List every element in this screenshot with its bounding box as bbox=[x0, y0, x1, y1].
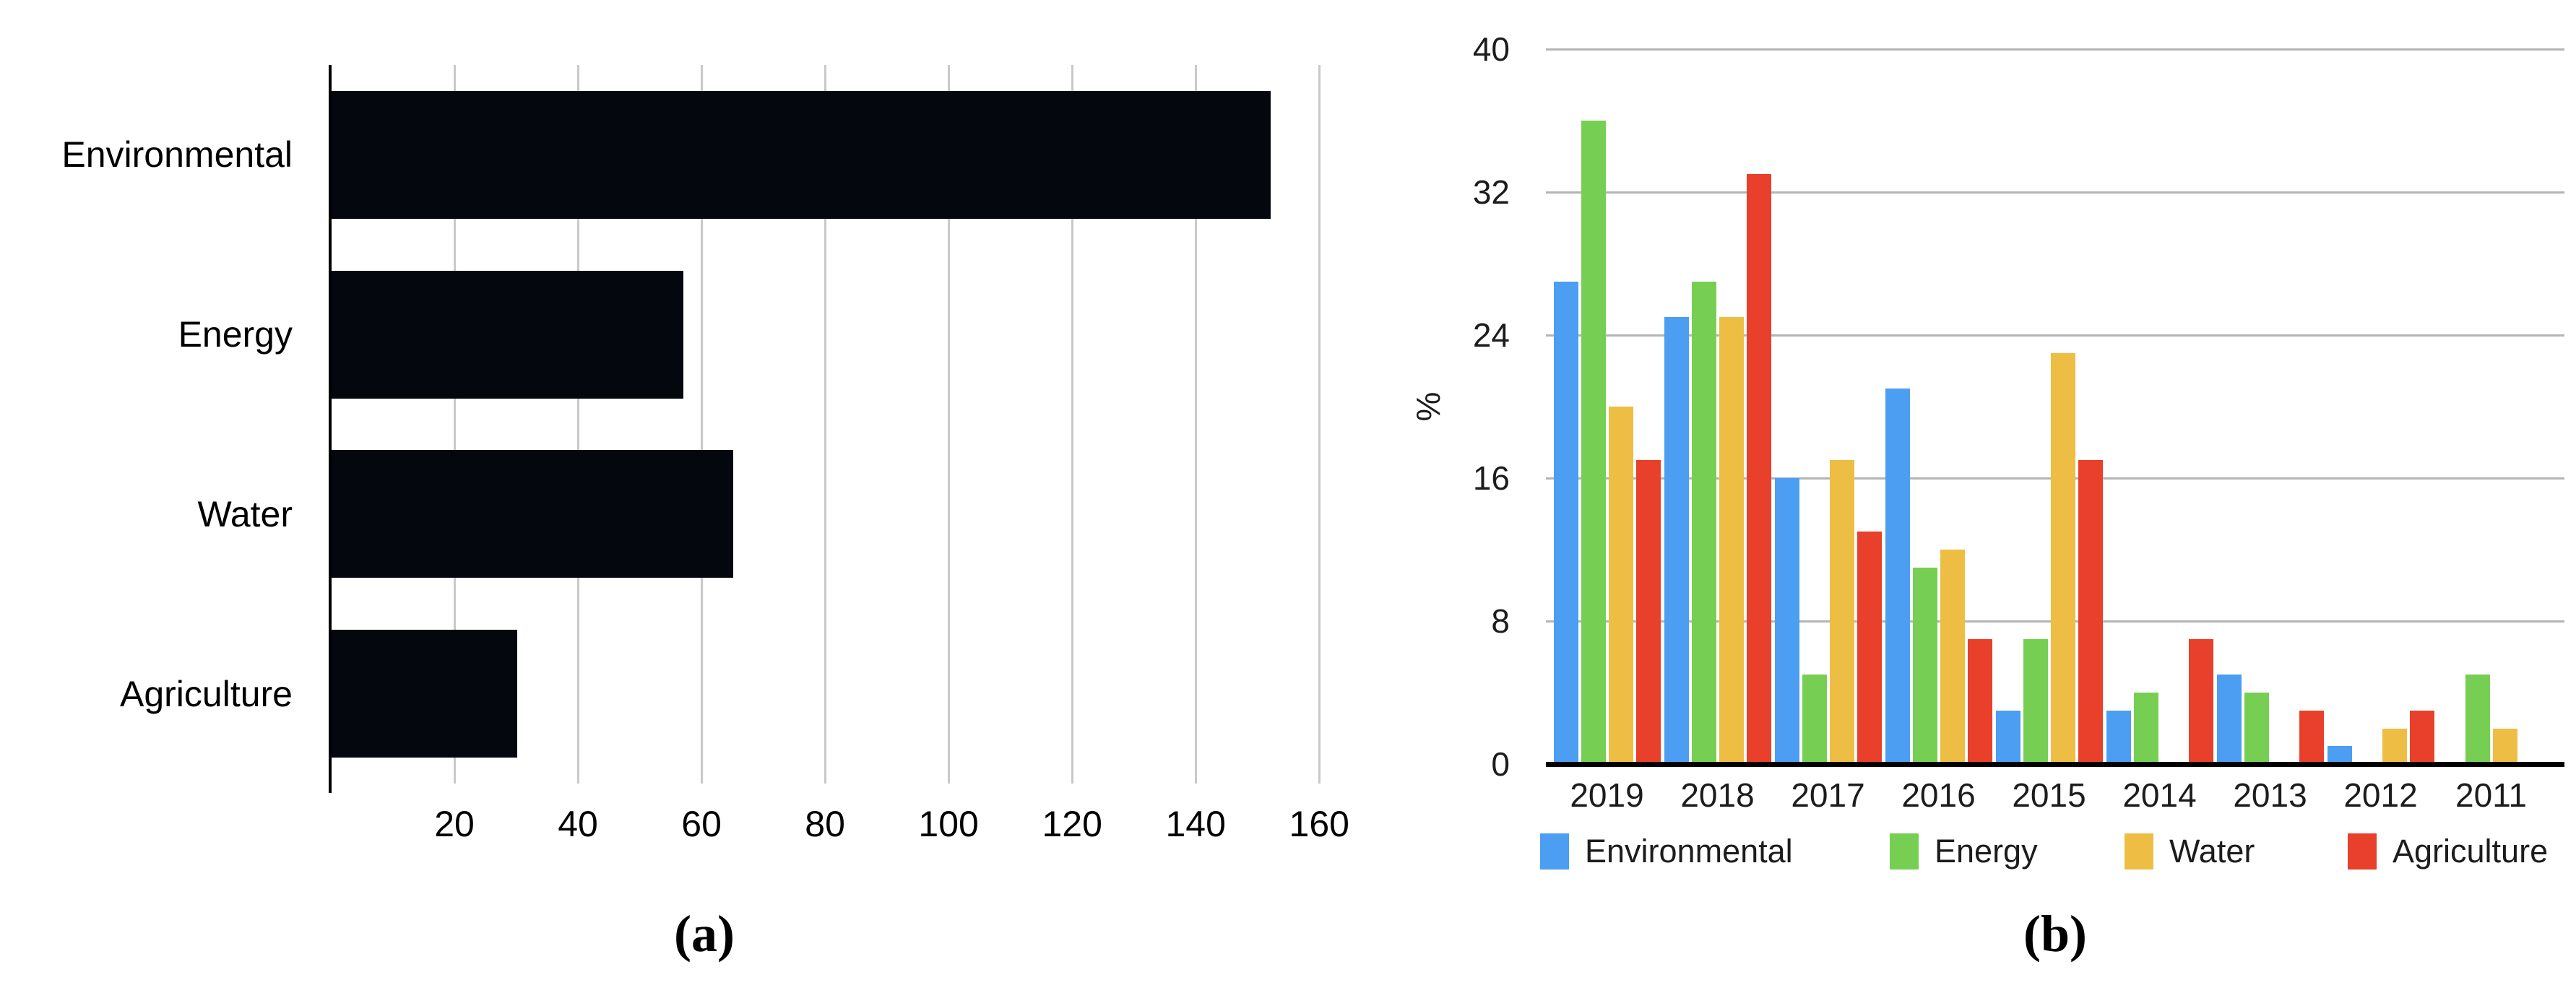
gridline-x-140 bbox=[1194, 65, 1197, 784]
caption-b: (b) bbox=[2023, 905, 2087, 963]
bar-agriculture bbox=[332, 630, 517, 758]
x-tick-label-2017: 2017 bbox=[1791, 776, 1865, 814]
x-axis-baseline bbox=[1546, 762, 2564, 767]
y-tick-label-24: 24 bbox=[1472, 316, 1510, 354]
category-label-water: Water bbox=[197, 493, 293, 534]
agriculture-legend-swatch bbox=[2348, 833, 2377, 870]
bar-2015-environmental bbox=[1995, 710, 2020, 764]
horizontal-bar-chart: 20 40 60 80 100 120 140 160 Environmental Energy W… bbox=[61, 65, 1349, 844]
gridline-x-100 bbox=[947, 65, 950, 784]
gridline-y-40 bbox=[1546, 48, 2564, 51]
bar-2017-agriculture bbox=[1857, 532, 1882, 764]
bar-2014-agriculture bbox=[2188, 638, 2213, 764]
caption-a: (a) bbox=[674, 905, 735, 963]
category-label-agriculture: Agriculture bbox=[120, 673, 293, 714]
bar-2019-environmental bbox=[1553, 281, 1578, 764]
bar-environmental bbox=[332, 90, 1271, 219]
x-tick-label-40: 40 bbox=[558, 804, 598, 844]
bar-2018-agriculture bbox=[1746, 174, 1771, 764]
bar-2018-environmental bbox=[1664, 317, 1689, 764]
bar-2013-energy bbox=[2244, 693, 2269, 764]
x-tick-label-2011: 2011 bbox=[2455, 776, 2527, 814]
bar-2018-water bbox=[1719, 317, 1744, 764]
bar-2015-water bbox=[2050, 352, 2075, 764]
gridline-y-32 bbox=[1546, 191, 2564, 194]
x-tick-label-2015: 2015 bbox=[2012, 776, 2086, 814]
x-tick-label-120: 120 bbox=[1042, 804, 1102, 844]
grouped-bar-chart: 0 8 16 24 32 40 2019 2018 2017 2016 2015 2014 2013 20… bbox=[1365, 0, 2576, 993]
bar-2016-environmental bbox=[1885, 389, 1910, 764]
bar-2012-environmental bbox=[2327, 746, 2352, 764]
bar-2015-energy bbox=[2023, 638, 2048, 764]
panel-a: 20 40 60 80 100 120 140 160 Environmental Energy W… bbox=[61, 65, 1349, 963]
bar-2011-water bbox=[2492, 728, 2517, 764]
category-label-environmental: Environmental bbox=[61, 134, 293, 175]
bar-water bbox=[332, 450, 733, 578]
panel-b: 0 8 16 24 32 40 2019 2018 2017 2016 2015 2014 2013 20… bbox=[1365, 0, 2576, 993]
gridline-x-20 bbox=[453, 65, 456, 784]
x-tick-label-80: 80 bbox=[805, 804, 845, 844]
gridline-x-80 bbox=[824, 65, 826, 784]
y-axis-line bbox=[329, 65, 332, 793]
gridline-x-60 bbox=[700, 65, 703, 784]
x-tick-label-2019: 2019 bbox=[1570, 776, 1644, 814]
bar-2012-water bbox=[2382, 728, 2407, 764]
bar-2013-agriculture bbox=[2299, 710, 2324, 764]
legend-label-water: Water bbox=[2169, 833, 2255, 870]
category-label-energy: Energy bbox=[178, 314, 293, 355]
bar-2016-energy bbox=[1912, 567, 1937, 764]
legend-label-environmental: Environmental bbox=[1585, 833, 1793, 870]
water-legend-swatch bbox=[2125, 833, 2153, 870]
gridline-x-160 bbox=[1318, 65, 1321, 784]
y-tick-label-16: 16 bbox=[1472, 459, 1510, 497]
x-tick-label-2016: 2016 bbox=[1901, 776, 1976, 814]
bar-2017-energy bbox=[1802, 675, 1827, 764]
y-tick-label-40: 40 bbox=[1472, 30, 1510, 68]
environmental-legend-swatch bbox=[1540, 833, 1569, 870]
bar-2016-water bbox=[1940, 550, 1965, 764]
bar-2017-water bbox=[1829, 460, 1854, 764]
x-tick-label-2013: 2013 bbox=[2233, 776, 2307, 814]
bar-2019-agriculture bbox=[1635, 460, 1661, 764]
x-tick-label-2018: 2018 bbox=[1680, 776, 1755, 814]
bar-2019-energy bbox=[1581, 121, 1606, 764]
bar-2014-environmental bbox=[2106, 710, 2131, 764]
x-tick-label-2012: 2012 bbox=[2343, 776, 2418, 814]
bar-2014-energy bbox=[2133, 693, 2158, 764]
x-tick-label-20: 20 bbox=[434, 804, 475, 844]
bar-2011-energy bbox=[2465, 675, 2490, 764]
y-axis-label-percent: % bbox=[1409, 391, 1447, 422]
energy-legend-swatch bbox=[1890, 833, 1919, 870]
bar-2019-water bbox=[1608, 407, 1633, 764]
gridline-x-40 bbox=[576, 65, 579, 784]
x-tick-label-140: 140 bbox=[1165, 804, 1226, 844]
y-tick-label-32: 32 bbox=[1472, 173, 1510, 211]
x-tick-label-2014: 2014 bbox=[2122, 776, 2197, 814]
gridline-y-24 bbox=[1546, 334, 2564, 337]
legend-label-agriculture: Agriculture bbox=[2393, 833, 2549, 870]
bar-2013-environmental bbox=[2216, 675, 2242, 764]
bar-2015-agriculture bbox=[2078, 460, 2103, 764]
bar-2016-agriculture bbox=[1967, 638, 1992, 764]
x-tick-label-100: 100 bbox=[918, 804, 979, 844]
bar-energy bbox=[332, 270, 684, 399]
legend-label-energy: Energy bbox=[1935, 833, 2038, 870]
bar-2012-agriculture bbox=[2409, 710, 2434, 764]
bar-2017-environmental bbox=[1774, 478, 1799, 764]
x-tick-label-60: 60 bbox=[681, 804, 722, 844]
bar-2018-energy bbox=[1691, 281, 1716, 764]
gridline-x-120 bbox=[1071, 65, 1073, 784]
x-tick-label-160: 160 bbox=[1289, 804, 1349, 844]
y-tick-label-8: 8 bbox=[1491, 602, 1510, 640]
y-tick-label-0: 0 bbox=[1491, 745, 1510, 783]
